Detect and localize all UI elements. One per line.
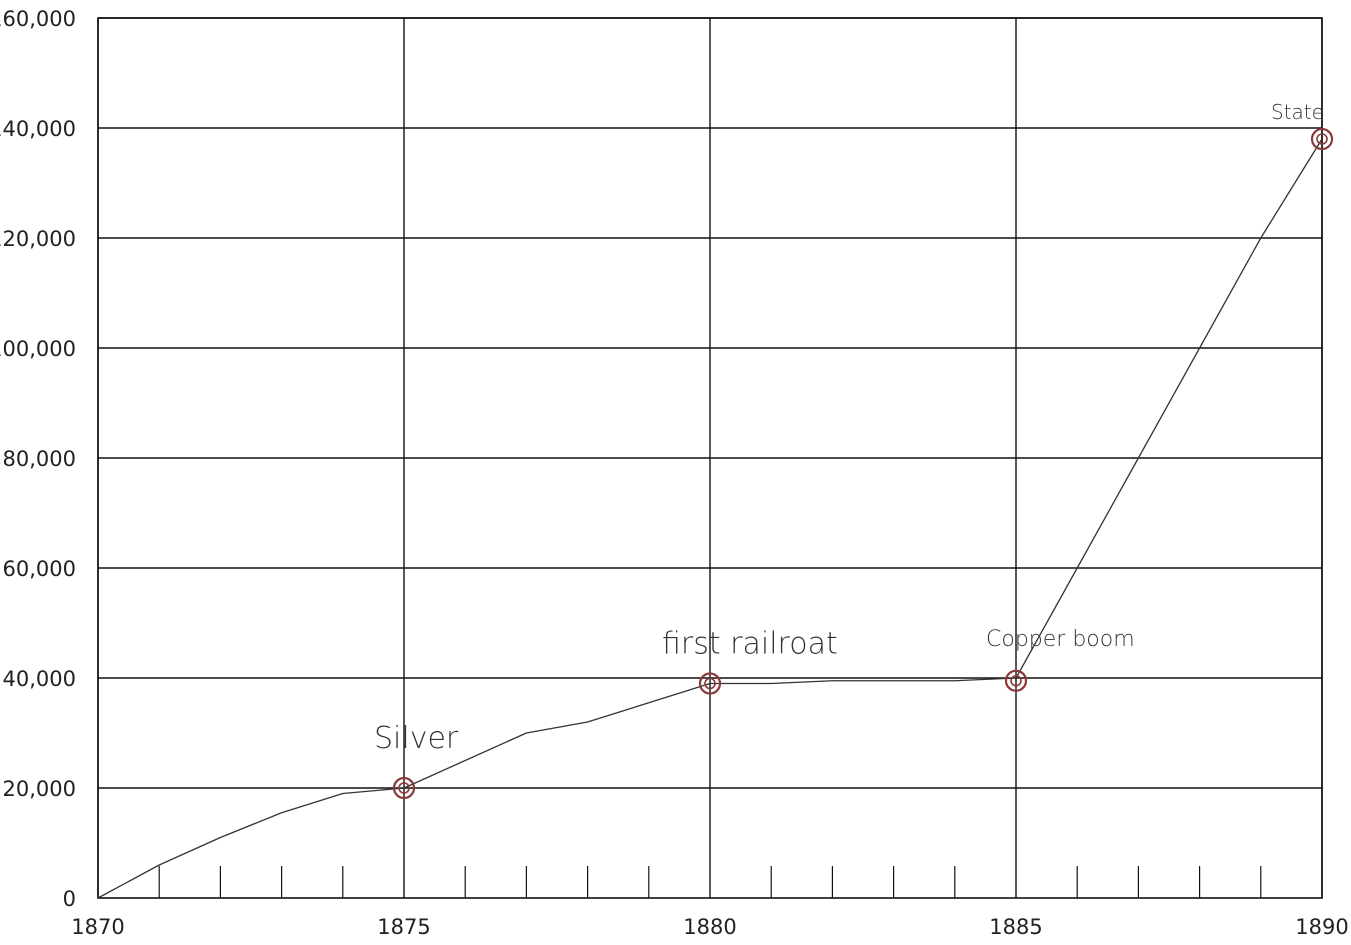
y-tick-label: 140,000 — [0, 117, 76, 141]
annotation-label: first railroat — [662, 627, 838, 662]
chart-grid — [97, 17, 1323, 899]
data-point-marker-inner — [704, 677, 716, 690]
data-point-marker — [698, 672, 722, 695]
population-series-line — [97, 138, 1323, 899]
annotation-label: Silver — [374, 721, 459, 756]
annotation-label: State — [1271, 100, 1324, 124]
x-tick-label: 1880 — [683, 915, 736, 939]
y-tick-label: 80,000 — [3, 447, 76, 471]
annotations: Silver first railroat Copper boom State — [374, 100, 1324, 756]
y-tick-label: 0 — [63, 887, 76, 911]
data-series — [97, 138, 1323, 899]
annotation-label: Copper boom — [986, 627, 1135, 652]
y-axis-ticks: 0 20,000 40,000 60,000 80,000 100,000 120,000 1… — [0, 7, 76, 911]
x-tick-label: 1885 — [989, 915, 1042, 939]
data-markers — [392, 127, 1334, 800]
y-tick-label: 100,000 — [0, 337, 76, 361]
y-tick-label: 160,000 — [0, 7, 76, 31]
data-point-marker — [1310, 127, 1334, 151]
y-tick-label: 60,000 — [3, 557, 76, 581]
y-tick-label: 120,000 — [0, 227, 76, 251]
y-tick-label: 20,000 — [3, 777, 76, 801]
data-point-marker-inner — [398, 782, 410, 794]
x-tick-label: 1890 — [1295, 915, 1348, 939]
y-tick-label: 40,000 — [3, 667, 76, 691]
data-point-marker-inner — [1010, 674, 1022, 687]
data-point-marker — [1004, 669, 1028, 692]
x-tick-label: 1875 — [377, 915, 430, 939]
x-tick-label: 1870 — [71, 915, 124, 939]
data-point-marker — [392, 776, 416, 800]
data-point-marker-inner — [1316, 133, 1328, 145]
plot-frame — [97, 17, 1323, 899]
x-axis-ticks: 1870 1875 1880 1885 1890 — [71, 915, 1348, 939]
